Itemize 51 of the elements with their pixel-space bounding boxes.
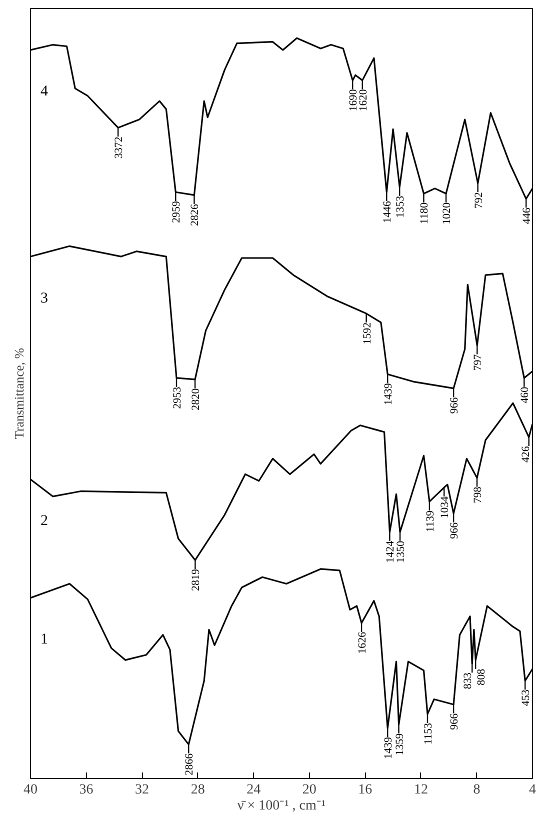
annotation: 2953 bbox=[172, 386, 184, 409]
annotation: 1446 bbox=[382, 200, 394, 223]
series-label: 2 bbox=[40, 513, 48, 530]
annotation: 460 bbox=[519, 386, 532, 404]
annotation: 833 bbox=[462, 672, 474, 690]
annotation: 966 bbox=[448, 522, 461, 539]
annotation: 2820 bbox=[190, 388, 202, 410]
annotation: 446 bbox=[521, 207, 534, 224]
text: 1 bbox=[40, 632, 48, 648]
annotation: 1353 bbox=[394, 195, 407, 218]
annotation: 1139 bbox=[424, 510, 436, 532]
annotation: 1424 bbox=[384, 540, 397, 563]
x-tick-label: 24 bbox=[246, 782, 261, 798]
annotation: 1626 bbox=[356, 631, 369, 654]
x-tick-label: 8 bbox=[473, 782, 480, 798]
annotation: 1620 bbox=[357, 88, 370, 112]
annotation: 1439 bbox=[382, 736, 395, 760]
x-tick-label: 40 bbox=[24, 782, 38, 798]
annotation: 808 bbox=[476, 668, 488, 686]
x-tick-label: 16 bbox=[358, 782, 372, 798]
annotation: 1439 bbox=[382, 382, 395, 406]
x-tick-label: 12 bbox=[414, 782, 428, 798]
x-tick-label: 20 bbox=[302, 782, 316, 798]
annotation: 1153 bbox=[422, 722, 434, 745]
annotation: 2866 bbox=[184, 752, 196, 776]
annotation: 792 bbox=[472, 192, 485, 209]
annotation: 3372 bbox=[113, 136, 126, 159]
annotation: 1020 bbox=[441, 202, 454, 224]
annotation: 1180 bbox=[418, 202, 431, 224]
y-axis-title: Transmittance, % bbox=[12, 348, 26, 440]
annotation: 798 bbox=[472, 486, 484, 504]
annotation: 1592 bbox=[361, 322, 374, 344]
annotation: 1034 bbox=[439, 496, 452, 518]
x-tick-label: 36 bbox=[79, 782, 94, 798]
text: 3 bbox=[40, 290, 48, 306]
annotation: 2959 bbox=[170, 200, 183, 223]
annotation: 453 bbox=[520, 689, 532, 706]
annotation: 1690 bbox=[348, 88, 360, 112]
x-tick-label: 28 bbox=[190, 782, 205, 798]
annotation: 797 bbox=[472, 354, 484, 371]
annotation: 1350 bbox=[395, 540, 408, 563]
x-axis-title: ν̄ × 100⁻¹ , cm⁻¹ bbox=[237, 798, 326, 814]
annotation: 966 bbox=[448, 396, 461, 414]
annotation: 966 bbox=[448, 712, 461, 730]
annotation: 2826 bbox=[189, 203, 202, 226]
x-tick-label: 4 bbox=[529, 782, 536, 798]
annotation: 426 bbox=[520, 446, 532, 463]
annotation: 1359 bbox=[394, 732, 406, 756]
annotation: 2819 bbox=[190, 568, 202, 591]
series-label: 4 bbox=[40, 84, 49, 100]
x-tick-label: 32 bbox=[135, 782, 150, 798]
